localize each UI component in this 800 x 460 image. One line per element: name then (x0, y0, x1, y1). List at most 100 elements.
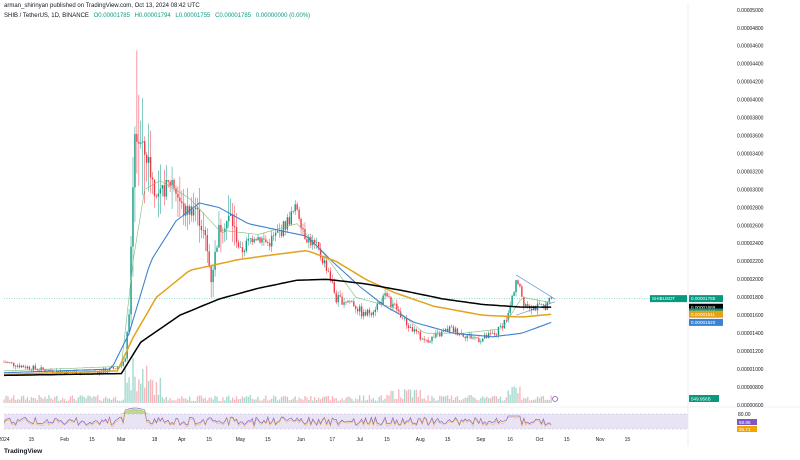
volume-bar (362, 395, 365, 403)
candle-body (290, 211, 292, 225)
volume-bar (444, 396, 447, 403)
volume-bar (316, 399, 318, 403)
volume-bar (13, 395, 15, 403)
volume-bar (11, 398, 13, 403)
volume-bar (71, 395, 74, 403)
candle-body (235, 227, 238, 243)
volume-bar (327, 395, 330, 403)
candle-body (226, 221, 228, 229)
candle-body (329, 271, 332, 280)
volume-bar (224, 400, 226, 403)
volume-bar (134, 376, 136, 403)
volume-bar (112, 397, 115, 403)
candle-body (515, 280, 517, 293)
volume-bar (145, 365, 148, 403)
symbol-title[interactable]: SHIB / TetherUS, 1D, BINANCE (4, 13, 89, 19)
y-tick-label: 0.00001000 (737, 367, 764, 373)
volume-bar (441, 396, 443, 403)
candle-body (145, 154, 148, 163)
candle-body (151, 177, 154, 180)
volume-bar (185, 398, 187, 403)
volume-bar (495, 396, 498, 403)
candle-body (7, 362, 9, 363)
volume-bar (175, 400, 177, 403)
volume-bar (487, 398, 490, 403)
candle-body (259, 237, 261, 243)
volume-bar (265, 395, 267, 403)
volume-bar (480, 398, 482, 403)
y-tick-label: 0.00002000 (737, 277, 764, 283)
volume-bar (429, 400, 431, 403)
volume-bar (312, 400, 314, 403)
candle-body (317, 241, 320, 249)
price-axis[interactable]: 0.00005000 0.00004800 0.00004600 0.00004400… (552, 8, 764, 409)
candle-body (276, 231, 279, 233)
volume-bar (46, 398, 48, 403)
volume-bar (18, 399, 21, 403)
candle-body (233, 226, 236, 228)
volume-bar (99, 399, 101, 403)
rsi-signal-tag-bg (737, 426, 757, 432)
volume-bar (527, 397, 529, 403)
volume-bar (34, 398, 36, 403)
candle-body (144, 141, 146, 155)
candle-body (116, 367, 119, 369)
candle-body (61, 371, 64, 373)
price-tag-bg (689, 318, 723, 326)
volume-bar (104, 396, 107, 403)
price-tag-value: 0.00001611 (691, 312, 715, 317)
volume-bar (513, 386, 515, 403)
volume-bar (26, 397, 29, 403)
volume-bar (278, 399, 281, 403)
x-tick-label: Feb (60, 437, 69, 443)
volume-bar (183, 398, 185, 403)
x-tick-label: Oct (536, 437, 544, 443)
y-tick-label: 0.00002200 (737, 259, 764, 265)
candle-body (171, 180, 173, 186)
candle-body (243, 250, 246, 253)
volume-bar (122, 399, 124, 403)
volume-bar (126, 382, 128, 403)
volume-bar (179, 398, 181, 403)
rsi-value-tag-bg (737, 419, 757, 425)
volume-bar (280, 397, 283, 403)
candle-body (521, 286, 523, 297)
candle-body (34, 365, 36, 369)
candle-body (476, 337, 478, 339)
volume-bar (245, 396, 248, 403)
volume-bar (48, 395, 50, 403)
candle-body (286, 217, 289, 230)
volume-bar (79, 395, 81, 403)
volume-bar (546, 399, 548, 403)
volume-bar (450, 395, 453, 403)
candle-body (530, 308, 533, 311)
volume-bar (284, 396, 287, 403)
volume-bar (208, 397, 210, 403)
volume-bar (296, 400, 298, 403)
candle-body (280, 230, 283, 237)
candle-body (52, 370, 54, 373)
volume-bar (357, 399, 359, 403)
candle-body (425, 339, 427, 341)
volume-bar (108, 398, 111, 403)
candle-body (513, 292, 515, 296)
volume-bar (536, 396, 539, 403)
candle-body (18, 365, 21, 368)
candle-body (491, 333, 494, 334)
volume-bar (130, 390, 132, 403)
candle-body (300, 218, 302, 229)
volume-bar (124, 368, 126, 403)
volume-bar (339, 400, 341, 403)
volume-bar (202, 398, 205, 403)
volume-bar (198, 395, 201, 403)
volume-bar (505, 397, 507, 403)
volume-bar (525, 398, 527, 403)
volume-bar (396, 398, 398, 403)
time-axis[interactable]: 2024 15 Feb 15 Mar 18 Apr 15 May 15 Jun 17 Jul 15 Aug 1… (0, 437, 630, 443)
candle-body (187, 205, 189, 215)
volume-bar (157, 394, 160, 403)
candle-body (349, 301, 351, 302)
candle-body (181, 201, 183, 204)
candle-body (134, 134, 136, 188)
